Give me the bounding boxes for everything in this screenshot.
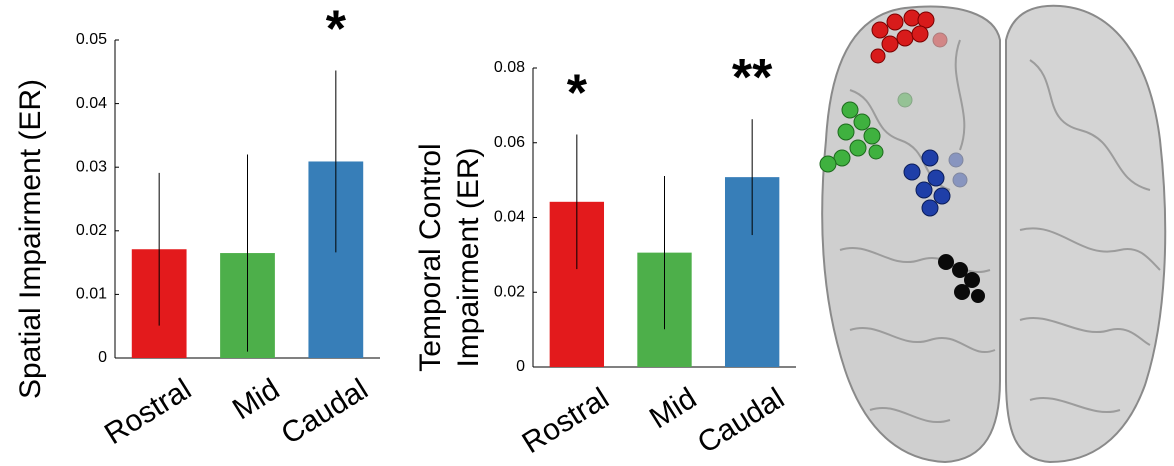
y-tick-label: 0.02 <box>494 283 525 300</box>
y-axis-label: Spatial Impairment (ER) <box>14 79 47 399</box>
x-tick-label: Caudal <box>276 373 374 451</box>
y-axis-label: Impairment (ER) <box>452 147 485 367</box>
brain-image <box>819 4 1167 464</box>
y-axis-label: Temporal Control <box>414 143 447 371</box>
x-tick-label: Mid <box>227 373 285 427</box>
left-hemisphere <box>821 5 1001 464</box>
other-sites <box>938 254 985 303</box>
y-tick-label: 0.02 <box>76 222 107 239</box>
significance-marker: * <box>567 64 588 122</box>
y-tick-label: 0.08 <box>494 59 525 76</box>
y-tick-label: 0 <box>98 349 107 366</box>
y-tick-label: 0.03 <box>76 158 107 175</box>
x-tick-label: Mid <box>644 382 702 436</box>
x-tick-label: Caudal <box>692 382 790 460</box>
y-tick-label: 0.04 <box>76 95 107 112</box>
bar-chart: 0 0.02 0.04 0.06 0.08 Temporal Control Impairm… <box>414 49 796 460</box>
y-tick-label: 0 <box>516 358 525 375</box>
y-tick-label: 0.04 <box>494 209 525 226</box>
x-tick-label: Rostral <box>517 382 615 460</box>
bar-chart: 0 0.01 0.02 0.03 0.04 0.05 Spatial Impairment … <box>14 0 380 451</box>
x-tick-label: Rostral <box>99 373 197 451</box>
caudal-sites <box>903 149 968 217</box>
significance-marker: * <box>326 0 347 58</box>
mid-sites <box>819 92 913 173</box>
rostral-sites <box>870 9 948 64</box>
significance-marker: ** <box>732 49 773 107</box>
right-hemisphere <box>1005 4 1167 464</box>
y-tick-label: 0.05 <box>76 31 107 48</box>
y-tick-label: 0.06 <box>494 134 525 151</box>
y-tick-label: 0.01 <box>76 286 107 303</box>
